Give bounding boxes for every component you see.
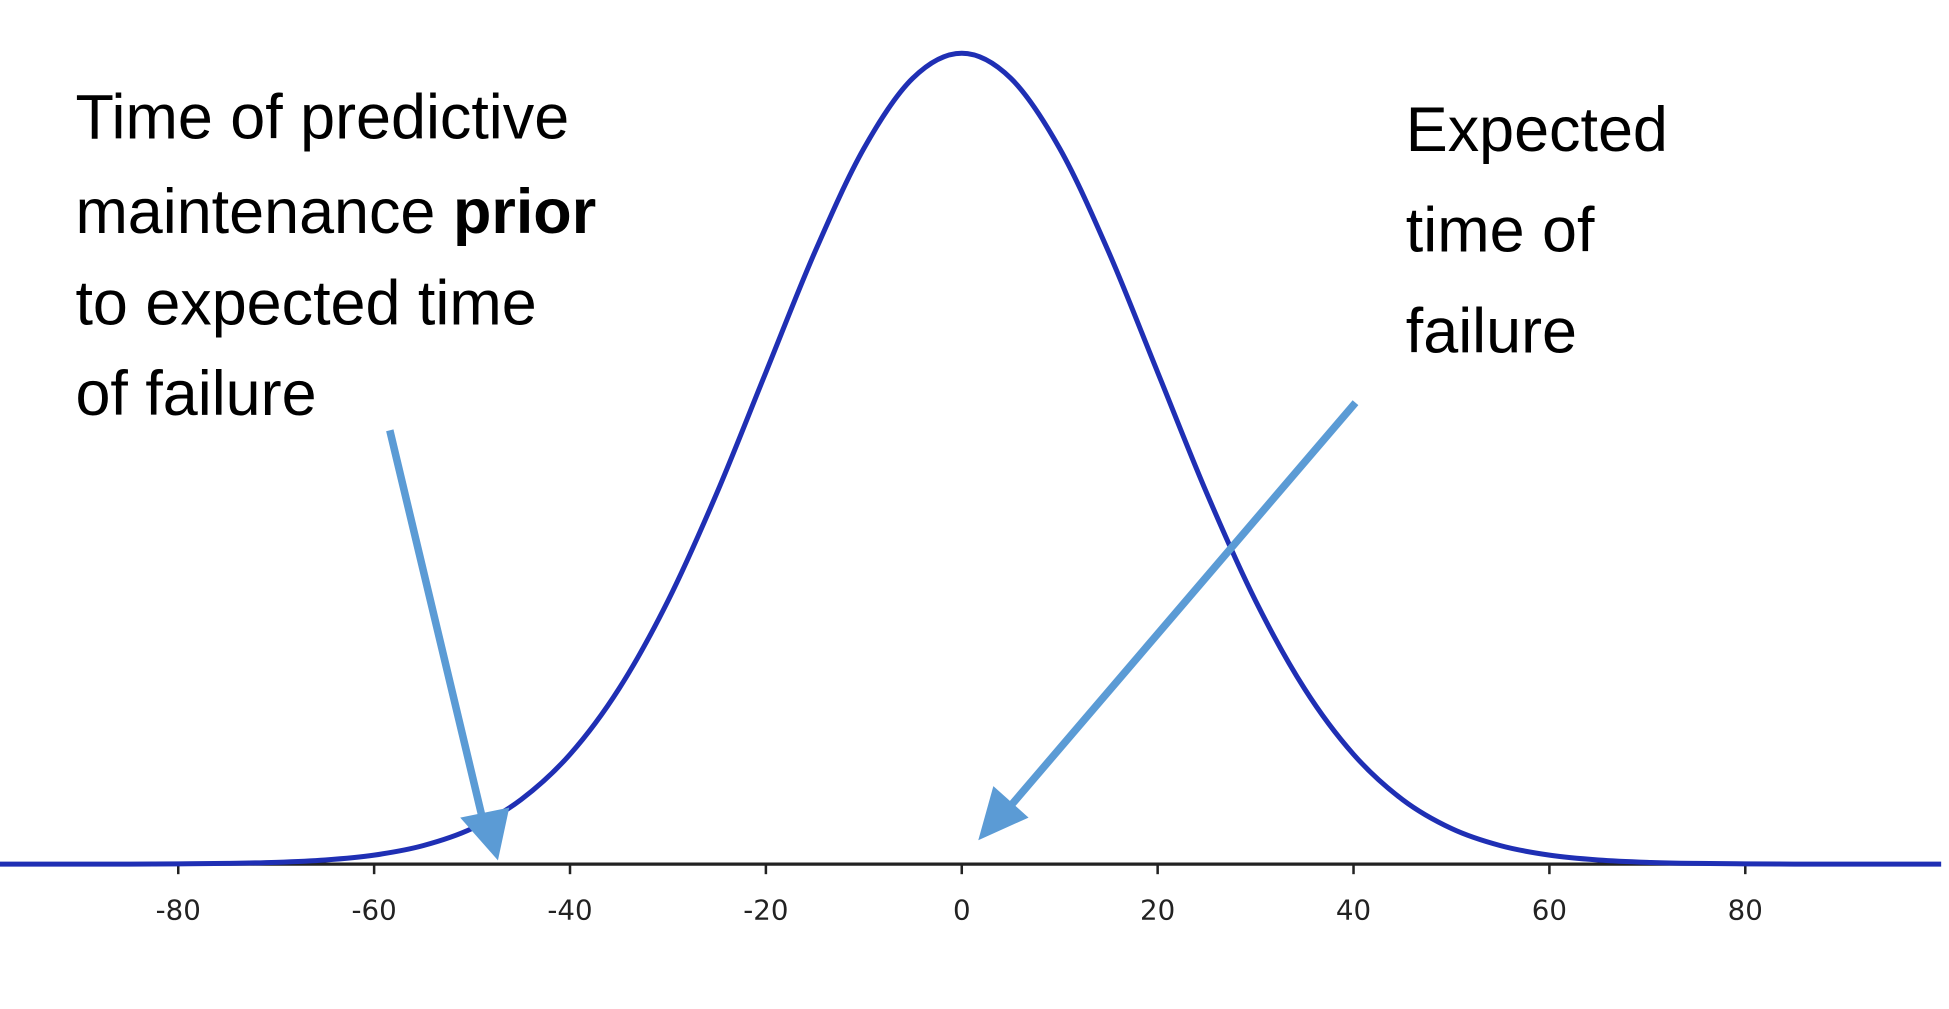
- plot-area: [0, 50, 1942, 867]
- annotation-line: failure: [1406, 296, 1577, 366]
- annotation-line: time of: [1406, 196, 1595, 266]
- annotation-line: of failure: [75, 359, 316, 429]
- x-tick-label: 20: [1140, 893, 1175, 926]
- arrow-head: [460, 807, 510, 861]
- x-axis: -80 -60 -40 -20 0 20 40 60 80: [0, 862, 1931, 926]
- annotation-line: Expected: [1406, 95, 1668, 165]
- x-tick-label: -20: [743, 893, 788, 926]
- arrow-shaft: [386, 429, 487, 821]
- annotation-line: Time of predictive: [75, 83, 569, 153]
- annotation-emphasis: prior: [453, 177, 596, 247]
- x-tick-label: -60: [352, 893, 397, 926]
- x-tick-label: -40: [547, 893, 592, 926]
- left-arrow: [386, 429, 510, 861]
- x-tick-label: 80: [1728, 893, 1763, 926]
- distribution-curve: [0, 50, 1942, 867]
- left-annotation: Time of predictive maintenance prior to e…: [75, 83, 613, 430]
- right-annotation: Expected time of failure: [1406, 95, 1686, 366]
- arrow-shaft: [1003, 400, 1359, 814]
- annotation-line: maintenance: [75, 177, 435, 247]
- x-tick-label: 0: [953, 893, 971, 926]
- annotation-line: to expected time: [75, 269, 536, 339]
- right-arrow: [978, 400, 1359, 841]
- x-tick-label: -80: [156, 893, 201, 926]
- x-tick-label: 60: [1532, 893, 1567, 926]
- arrow-head: [978, 786, 1029, 841]
- x-tick-label: 40: [1336, 893, 1371, 926]
